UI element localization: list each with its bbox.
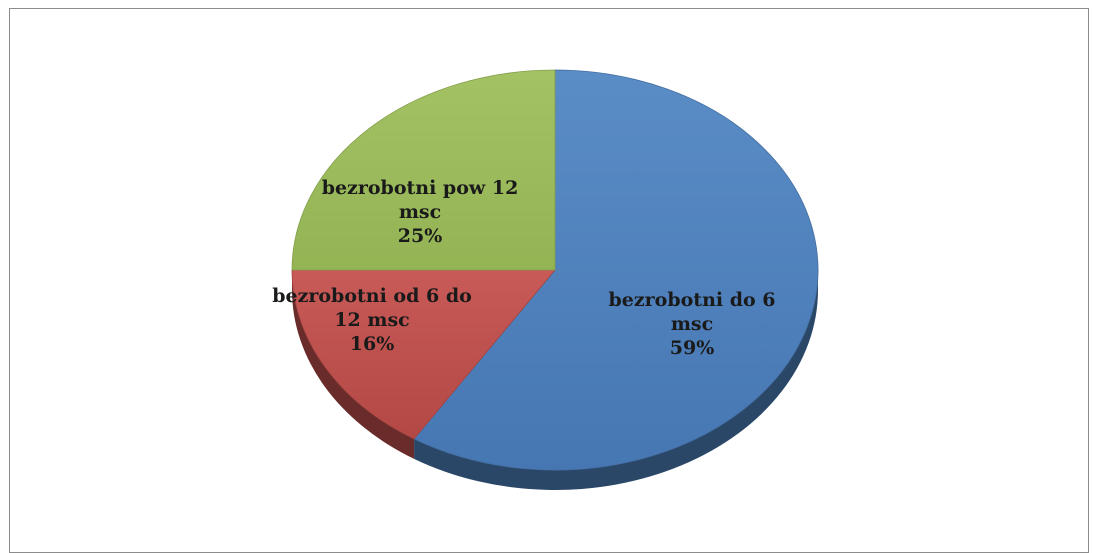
pie-depth: [292, 270, 818, 490]
pie-label-1-line2: 12 msc: [334, 309, 409, 331]
pie-slice-0: [413, 69, 819, 471]
pie-side-1: [292, 270, 415, 459]
pie-label-0-pct: 59%: [670, 337, 715, 359]
pie-label-0-line2: msc: [671, 313, 713, 335]
pie-label-1-pct: 16%: [350, 333, 395, 355]
pie-side-0: [414, 270, 818, 490]
pie-slices: [291, 69, 819, 471]
pie-label-2-line1: bezrobotni pow 12: [322, 177, 519, 199]
pie-label-1-line1: bezrobotni od 6 do: [272, 285, 472, 307]
pie-slice-2: [291, 69, 556, 271]
pie-label-2-line2: msc: [399, 201, 441, 223]
pie-slice-1: [291, 269, 556, 440]
pie-label-0-line1: bezrobotni do 6: [608, 289, 775, 311]
pie-label-2-pct: 25%: [398, 225, 443, 247]
